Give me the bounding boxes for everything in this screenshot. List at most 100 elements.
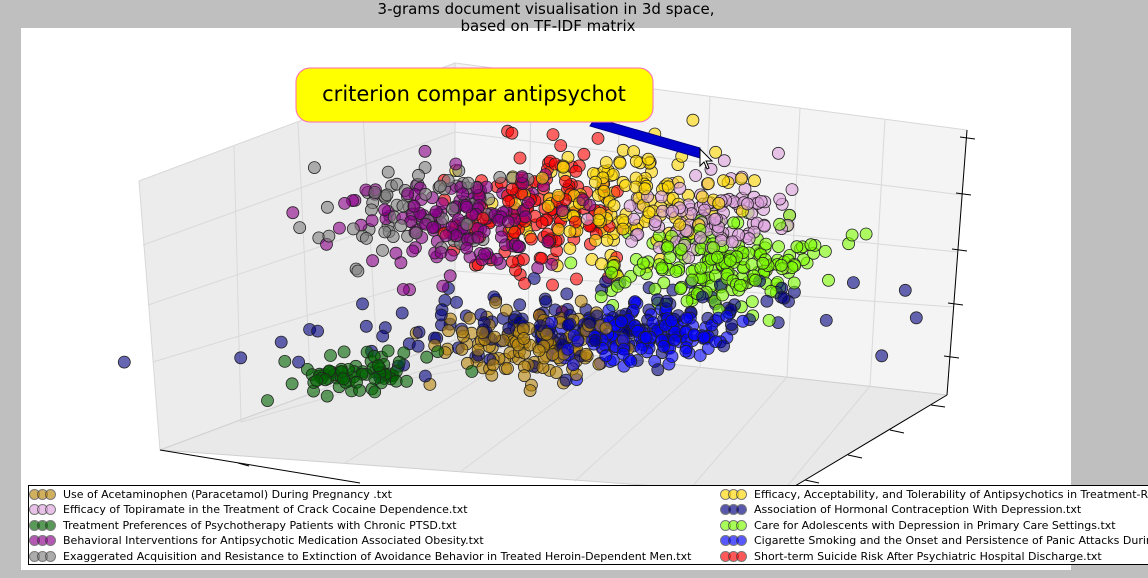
scatter-point bbox=[522, 196, 535, 210]
legend-marker-icon bbox=[29, 534, 59, 548]
scatter-point bbox=[336, 372, 350, 386]
scatter-point bbox=[616, 347, 630, 361]
scatter-point bbox=[376, 243, 389, 257]
scatter-point bbox=[663, 251, 677, 265]
scatter-point bbox=[486, 358, 500, 372]
scatter-point bbox=[501, 215, 515, 229]
scatter-point bbox=[444, 248, 458, 262]
scatter-point bbox=[594, 290, 608, 304]
scatter-point bbox=[804, 238, 818, 252]
legend-entry: Cigarette Smoking and the Onset and Pers… bbox=[720, 533, 1148, 548]
scatter-point bbox=[505, 182, 519, 196]
scatter-point bbox=[540, 327, 554, 341]
scatter-point bbox=[607, 199, 621, 213]
scatter-point bbox=[310, 374, 324, 388]
scatter-point bbox=[541, 199, 555, 213]
scatter-point bbox=[651, 363, 665, 377]
scatter-point bbox=[641, 152, 655, 166]
scatter-point bbox=[679, 344, 693, 358]
scatter-point bbox=[581, 212, 594, 226]
scatter-point bbox=[624, 355, 638, 368]
scatter-point bbox=[513, 298, 527, 312]
scatter-point bbox=[605, 266, 618, 280]
scatter-point bbox=[648, 282, 662, 296]
scatter-point bbox=[320, 200, 334, 214]
scatter-point bbox=[745, 295, 759, 309]
scatter-point bbox=[655, 190, 668, 204]
scatter-point bbox=[320, 389, 334, 403]
scatter-point bbox=[552, 223, 565, 236]
scatter-point bbox=[554, 139, 568, 153]
scatter-point bbox=[717, 174, 730, 188]
scatter-point bbox=[407, 199, 421, 213]
scatter-point bbox=[636, 256, 650, 270]
legend-marker-icon bbox=[720, 534, 750, 548]
scatter-point bbox=[909, 311, 923, 325]
scatter-point bbox=[669, 265, 683, 278]
scatter-point bbox=[476, 326, 489, 340]
scatter-point bbox=[322, 229, 336, 243]
scatter-point bbox=[419, 187, 432, 201]
scatter-point bbox=[505, 126, 519, 140]
scatter-point bbox=[657, 276, 671, 290]
scatter-point bbox=[674, 282, 687, 296]
legend-entry: Behavioral Interventions for Antipsychot… bbox=[29, 533, 484, 548]
scatter-point bbox=[566, 358, 580, 372]
scatter-point bbox=[680, 311, 694, 325]
scatter-point bbox=[411, 339, 425, 353]
scatter-point bbox=[356, 297, 369, 311]
scatter-point bbox=[666, 204, 679, 218]
scatter-point bbox=[613, 156, 627, 170]
scatter-point bbox=[563, 241, 577, 255]
scatter-point bbox=[286, 206, 300, 220]
scatter-point bbox=[549, 366, 563, 380]
scatter-point bbox=[117, 355, 131, 369]
scatter-point bbox=[436, 279, 450, 293]
scatter-point bbox=[365, 214, 379, 228]
scatter-point bbox=[460, 200, 474, 214]
scatter-point bbox=[680, 294, 694, 308]
scatter-point bbox=[493, 170, 507, 184]
scatter-point bbox=[634, 342, 648, 355]
scatter-point bbox=[368, 385, 382, 399]
scatter-point bbox=[600, 233, 614, 247]
scatter-point bbox=[696, 190, 709, 204]
scatter-point bbox=[697, 330, 711, 344]
legend-entry: Short-term Suicide Risk After Psychiatri… bbox=[720, 549, 1102, 564]
scatter-point bbox=[517, 332, 531, 345]
scatter-point bbox=[898, 283, 912, 297]
scatter-point bbox=[490, 252, 504, 266]
legend-entry: Efficacy of Topiramate in the Treatment … bbox=[29, 502, 468, 517]
mouse-cursor-icon bbox=[699, 147, 714, 170]
scatter-point bbox=[442, 324, 455, 338]
scatter-point bbox=[292, 355, 306, 369]
scatter-point bbox=[577, 147, 591, 161]
scatter-point bbox=[535, 216, 549, 230]
scatter-point bbox=[560, 287, 574, 301]
scatter-point bbox=[499, 303, 513, 317]
scatter-point bbox=[395, 306, 409, 320]
scatter-point bbox=[819, 244, 832, 258]
scatter-point bbox=[274, 335, 288, 349]
legend-entry: Care for Adolescents with Depression in … bbox=[720, 518, 1116, 533]
legend-label: Efficacy, Acceptability, and Tolerabilit… bbox=[754, 488, 1148, 501]
scatter-point bbox=[338, 196, 352, 210]
scatter-point bbox=[639, 331, 653, 344]
scatter-point bbox=[541, 235, 555, 249]
legend-entry: Treatment Preferences of Psychotherapy P… bbox=[29, 518, 457, 533]
scatter-point bbox=[278, 354, 292, 368]
legend-marker-icon bbox=[720, 519, 750, 533]
scatter-point bbox=[583, 198, 597, 212]
scatter-point bbox=[623, 199, 637, 213]
scatter-point bbox=[539, 295, 553, 309]
scatter-point bbox=[657, 339, 670, 353]
scatter-point bbox=[741, 197, 754, 211]
scatter-point bbox=[559, 373, 573, 387]
scatter-point bbox=[749, 273, 762, 287]
scatter-point bbox=[787, 276, 801, 290]
legend-label: Care for Adolescents with Depression in … bbox=[754, 519, 1116, 532]
scatter-point bbox=[515, 170, 529, 184]
scatter-point bbox=[777, 291, 791, 305]
scatter-point bbox=[337, 345, 351, 359]
